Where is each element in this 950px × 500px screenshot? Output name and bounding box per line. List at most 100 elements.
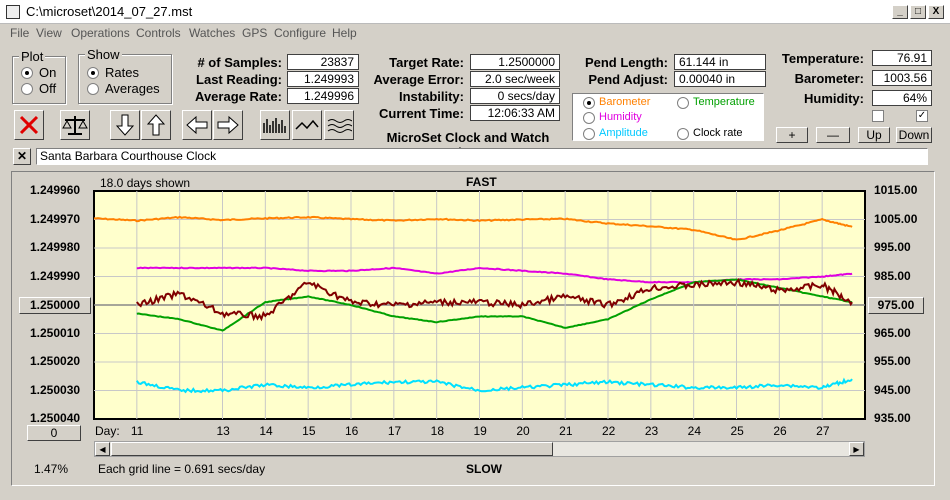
overlay-humidity-radio[interactable] <box>583 112 595 124</box>
overlay-clockrate-radio[interactable] <box>677 128 689 140</box>
offset-button[interactable]: 0 <box>27 425 81 441</box>
center-baro-button[interactable]: 975.00 <box>868 297 924 314</box>
right-tick-label: 1015.00 <box>874 183 918 197</box>
overlay-temperature-label: Temperature <box>693 96 755 108</box>
overlay-graph-button[interactable] <box>324 110 354 140</box>
x-tick-label: 26 <box>773 424 787 438</box>
days-shown-label: 18.0 days shown <box>100 176 191 190</box>
plot-off-radio[interactable] <box>21 83 33 95</box>
x-tick-label: 14 <box>259 424 273 438</box>
menu-operations[interactable]: Operations <box>71 26 130 40</box>
current-time-label: Current Time: <box>379 106 464 121</box>
last-reading-value: 1.249993 <box>287 71 359 87</box>
balance-scale-icon <box>62 116 88 135</box>
barometer-value: 1003.56 <box>872 70 932 86</box>
clear-data-button[interactable] <box>14 110 44 140</box>
menu-configure[interactable]: Configure <box>274 26 327 40</box>
menu-view[interactable]: View <box>36 26 62 40</box>
scrollbar-thumb[interactable] <box>111 442 553 456</box>
scale-plus-button[interactable]: + <box>776 127 808 143</box>
scale-up-button[interactable]: Up <box>858 127 890 143</box>
instability-value: 0 secs/day <box>470 88 560 104</box>
title-bar: C:\microset\2014_07_27.mst _ □ X <box>0 0 950 24</box>
left-tick-label: 1.249960 <box>30 183 81 197</box>
red-x-icon <box>19 115 39 135</box>
arrow-right-icon <box>217 115 239 135</box>
clock-name-field[interactable]: Santa Barbara Courthouse Clock <box>36 148 928 165</box>
minimize-button[interactable]: _ <box>892 5 908 19</box>
zoom-percent: 1.47% <box>34 462 69 476</box>
series-line-amplitude <box>135 377 853 394</box>
x-tick-label: 16 <box>345 424 359 438</box>
x-tick-label: 23 <box>644 424 659 438</box>
overlay-amplitude-radio[interactable] <box>583 128 595 140</box>
bar-graph-button[interactable] <box>260 110 290 140</box>
right-tick-label: 965.00 <box>874 325 911 340</box>
pend-length-label: Pend Length: <box>584 55 668 70</box>
scale-minus-button[interactable]: — <box>816 127 850 143</box>
menu-help[interactable]: Help <box>332 26 357 40</box>
menu-watches[interactable]: Watches <box>189 26 236 40</box>
left-tick-label: 1.249980 <box>30 240 81 254</box>
show-averages-radio[interactable] <box>87 83 99 95</box>
x-tick-label: 27 <box>816 424 830 438</box>
close-button[interactable]: X <box>928 5 944 19</box>
horizontal-scrollbar[interactable]: ◀ ▶ <box>94 441 865 457</box>
line-graph-icon <box>295 119 319 130</box>
move-down-button[interactable] <box>110 110 140 140</box>
scale-down-button[interactable]: Down <box>896 127 932 143</box>
humidity-value: 64% <box>872 90 932 106</box>
plot-on-label: On <box>39 65 57 80</box>
clock-close-button[interactable]: ✕ <box>13 148 31 165</box>
x-tick-label: 20 <box>516 424 530 438</box>
right-tick-label: 935.00 <box>874 411 911 425</box>
histogram-icon <box>263 118 286 133</box>
x-tick-label: 24 <box>687 424 702 438</box>
chart-panel <box>11 171 935 486</box>
right-tick-label: 985.00 <box>874 268 911 283</box>
left-tick-label: 1.250040 <box>30 411 81 425</box>
x-tick-label: 19 <box>473 424 487 438</box>
overlay-select-box: Barometer Temperature Humidity Amplitude… <box>572 93 764 141</box>
move-up-button[interactable] <box>141 110 171 140</box>
sensor-checkbox-1[interactable] <box>872 110 884 122</box>
overlay-temperature-radio[interactable] <box>677 97 689 109</box>
scroll-right-arrow[interactable]: ▶ <box>849 442 864 456</box>
scroll-left-arrow[interactable]: ◀ <box>95 442 110 456</box>
pend-adjust-value: 0.00040 in <box>674 71 766 87</box>
menu-file[interactable]: File <box>10 26 30 40</box>
maximize-button[interactable]: □ <box>910 5 926 19</box>
scroll-left-button[interactable] <box>182 110 212 140</box>
show-rates-label: Rates <box>105 65 139 80</box>
center-rate-button[interactable]: 1.250000 <box>19 297 91 314</box>
temperature-value: 76.91 <box>872 50 932 66</box>
overlay-humidity-label: Humidity <box>599 111 642 123</box>
chart-series <box>93 215 853 394</box>
overlay-barometer-radio[interactable] <box>583 97 595 109</box>
sensor-checkbox-2[interactable]: ✓ <box>916 110 928 122</box>
last-reading-label: Last Reading: <box>196 72 282 87</box>
arrow-down-icon <box>115 114 135 136</box>
plot-group: Plot On Off <box>12 49 66 104</box>
plot-on-radio[interactable] <box>21 67 33 79</box>
wave-lines-icon <box>327 119 352 133</box>
show-averages-label: Averages <box>105 81 160 96</box>
instability-label: Instability: <box>398 89 464 104</box>
menu-gps[interactable]: GPS <box>242 26 268 40</box>
target-rate-field[interactable]: 1.2500000 <box>470 54 560 70</box>
plot-group-title: Plot <box>19 49 46 64</box>
calibrate-button[interactable] <box>60 110 90 140</box>
slow-label: SLOW <box>466 462 502 476</box>
pend-length-field[interactable]: 61.144 in <box>674 54 766 70</box>
plot-off-label: Off <box>39 81 57 96</box>
show-rates-radio[interactable] <box>87 67 99 79</box>
line-graph-button[interactable] <box>292 110 322 140</box>
scroll-right-button[interactable] <box>213 110 243 140</box>
left-tick-label: 1.249970 <box>30 211 81 226</box>
right-tick-label: 955.00 <box>874 354 911 368</box>
window-title: C:\microset\2014_07_27.mst <box>26 4 193 19</box>
app-icon <box>6 5 20 19</box>
average-error-label: Average Error: <box>373 72 464 87</box>
menu-controls[interactable]: Controls <box>136 26 181 40</box>
menu-bar: File View Operations Controls Watches GP… <box>0 24 950 42</box>
